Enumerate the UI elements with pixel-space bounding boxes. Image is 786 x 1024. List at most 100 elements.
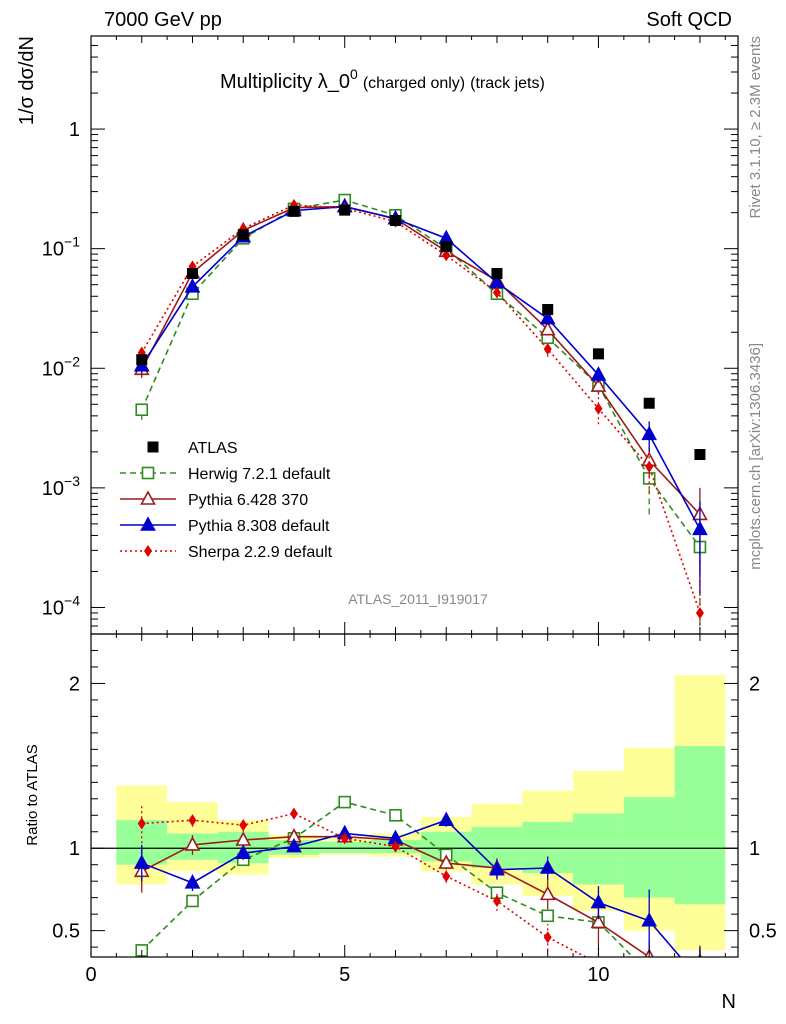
data-point (144, 545, 152, 557)
y-tick-label: 1 (69, 838, 80, 860)
x-axis-label: N (722, 991, 736, 1013)
series-pythia-6-428-370 (133, 197, 708, 572)
data-point (237, 229, 249, 241)
y-tick-label-right: 2 (749, 673, 760, 695)
series-pythia-8-308-default (133, 811, 706, 985)
y-tick-label-right: 1 (749, 838, 760, 860)
series-line (141, 199, 701, 548)
uncertainty-bands (116, 675, 726, 951)
data-point (592, 348, 604, 360)
data-point (339, 204, 351, 216)
legend-item: Pythia 6.428 370 (120, 490, 308, 509)
data-point (543, 342, 552, 355)
y-axis-label: 1/σ dσ/dN (16, 36, 38, 125)
series-line (141, 205, 701, 530)
energy-label: 7000 GeV pp (104, 9, 222, 31)
ratio-panel: 0 5 10 N 0.5 0.5 1 1 2 2 Ratio to ATLAS (24, 633, 777, 1013)
series-herwig-7-2-1-default (135, 193, 707, 626)
data-point (288, 205, 300, 217)
y-tick-base: 10 (42, 239, 64, 261)
data-point (186, 267, 198, 279)
y-tick-base: 10 (42, 358, 64, 380)
y-tick-label: 1 (69, 119, 80, 141)
data-point (389, 808, 402, 822)
data-point (491, 267, 503, 279)
series-line (141, 801, 634, 957)
data-point (539, 859, 556, 874)
data-point (140, 490, 156, 505)
data-point (645, 966, 653, 978)
main-panel: 110−110−210−310−41/σ dσ/dN Multiplicity λ… (16, 35, 739, 635)
y-tick-label: 10−1 (42, 234, 80, 261)
inner-band-bin (623, 797, 675, 898)
data-point (541, 909, 555, 923)
legend-label: Pythia 8.308 default (188, 518, 330, 535)
data-point (389, 214, 401, 226)
legend-item: Herwig 7.2.1 default (120, 466, 331, 483)
data-point (590, 913, 607, 929)
legend-label: ATLAS (188, 440, 238, 457)
series-line (141, 835, 658, 957)
chart-title: Multiplicity λ_00 (charged only) (track je… (220, 66, 545, 93)
series-atlas (136, 204, 706, 461)
data-point (135, 403, 149, 417)
ratio-frame (90, 633, 739, 958)
y-tick-label: 10−4 (42, 592, 80, 619)
data-point (338, 795, 352, 809)
series-line (141, 819, 682, 957)
y-tick-label: 0.5 (52, 921, 80, 943)
y-tick-base: 1 (69, 119, 80, 141)
data-point (643, 397, 655, 409)
analysis-label: ATLAS_2011_I919017 (348, 591, 488, 607)
data-point (184, 874, 201, 889)
y-tick-exponent: −3 (64, 473, 80, 489)
y-tick-exponent: −4 (64, 592, 80, 608)
data-point (695, 606, 704, 619)
process-label: Soft QCD (646, 9, 732, 31)
title-superscript: 0 (350, 66, 358, 82)
data-point (692, 520, 708, 536)
data-point (590, 377, 607, 392)
series-line (141, 812, 588, 957)
rivet-label: Rivet 3.1.10, ≥ 2.3M events (747, 36, 764, 219)
data-point (438, 811, 455, 827)
data-point (286, 837, 302, 853)
y-tick-exponent: −2 (64, 353, 80, 369)
data-point (694, 980, 705, 991)
inner-band-bin (573, 813, 624, 885)
legend-item: Sherpa 2.2.9 default (120, 544, 333, 561)
y-tick-base: 10 (42, 478, 64, 500)
x-tick-label: 10 (587, 964, 609, 986)
data-point (645, 460, 654, 473)
data-point (594, 402, 603, 415)
data-point (391, 840, 400, 853)
legend-item: Pythia 8.308 default (120, 516, 330, 535)
data-point (141, 466, 155, 480)
data-point (438, 854, 455, 869)
data-point (543, 931, 552, 944)
data-point (188, 814, 197, 827)
data-point (641, 425, 658, 441)
x-tick-label: 5 (339, 964, 350, 986)
data-point (542, 304, 554, 316)
data-point (539, 321, 556, 336)
data-point (693, 973, 706, 985)
data-point (641, 912, 658, 927)
ratio-y-axis-label: Ratio to ATLAS (24, 744, 41, 845)
legend-item: ATLAS (147, 440, 238, 457)
y-tick-label-right: 0.5 (749, 921, 777, 943)
title-suffix-2: (track jets) (470, 75, 545, 92)
title-suffix-1: (charged only) (363, 75, 465, 92)
data-point (539, 885, 556, 901)
data-point (184, 278, 201, 293)
data-point (186, 894, 199, 908)
x-tick-label: 0 (85, 964, 96, 986)
data-point (492, 286, 501, 299)
y-tick-base: 10 (42, 597, 64, 619)
data-point (492, 894, 501, 907)
data-point (696, 999, 704, 1011)
data-point (694, 449, 706, 461)
data-point (489, 860, 505, 876)
data-point (442, 870, 451, 883)
